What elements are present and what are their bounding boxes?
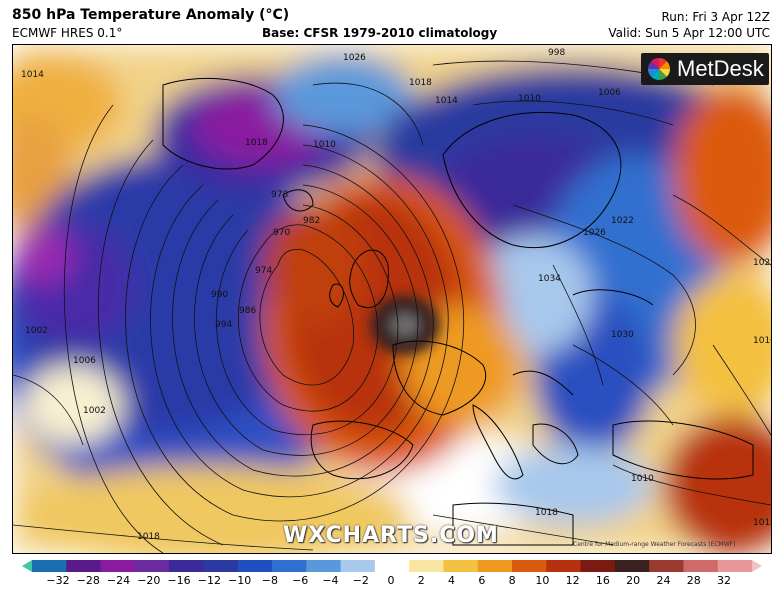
colorbar-segment — [237, 560, 273, 572]
colorbar-tick-label: −10 — [228, 574, 252, 587]
model-label: ECMWF HRES 0.1° — [12, 26, 123, 40]
isobar-labels: 1014 1026 1018 1010 1006 998 1014 1018 1… — [21, 48, 771, 542]
isobar-label: 1034 — [538, 274, 561, 284]
isobar-label: 1006 — [598, 88, 621, 98]
colorbar-segment — [512, 560, 547, 572]
colorbar-segment — [546, 560, 582, 572]
isobar-label: 1014 — [21, 70, 44, 80]
colorbar-tick-label: 2 — [417, 574, 425, 587]
map-canvas: 1014 1026 1018 1010 1006 998 1014 1018 1… — [13, 45, 771, 553]
isobar-label: 1018 — [137, 532, 160, 542]
isobar-label: 1018 — [753, 518, 771, 528]
colorbar-tick-label: 32 — [717, 574, 731, 587]
colorbar-tick-label: 4 — [448, 574, 456, 587]
colorbar-tick-label: −24 — [106, 574, 131, 587]
colorbar-tick-label: −16 — [167, 574, 191, 587]
temperature-anomaly-map[interactable]: 1014 1026 1018 1010 1006 998 1014 1018 1… — [12, 44, 772, 554]
colorbar-ticks: −32 −28 −24 −20 −16 −12 −10 −8 −6 −4 −2 0 2 4 6 8 10 12 16… — [0, 574, 784, 590]
colorbar-extend-low — [22, 560, 32, 572]
isobar-label: 982 — [303, 216, 320, 226]
isobar-label: 1018 — [535, 508, 558, 518]
isobar-label: 998 — [548, 48, 565, 58]
colorbar — [22, 560, 762, 572]
isobar-label: 1022 — [753, 258, 771, 268]
colorbar-segment — [477, 560, 513, 572]
isobar-label: 1022 — [611, 216, 634, 226]
isobar-label: 1030 — [611, 330, 634, 340]
data-credit: Centre for Medium-range Weather Forecast… — [573, 541, 736, 548]
metdesk-pinwheel-icon — [647, 57, 671, 81]
colorbar-segment — [272, 560, 307, 572]
isobar-label: 1006 — [73, 356, 96, 366]
colorbar-tick-label: 8 — [508, 574, 516, 587]
isobar-label: 994 — [215, 320, 232, 330]
metdesk-logo-text: MetDesk — [677, 56, 764, 81]
map-title: 850 hPa Temperature Anomaly (°C) — [12, 7, 290, 23]
colorbar-segment — [649, 560, 684, 572]
run-time-label: Run: Fri 3 Apr 12Z — [661, 10, 771, 24]
isobars — [13, 60, 771, 553]
anomaly-core — [370, 295, 440, 355]
isobar-label: 990 — [211, 290, 228, 300]
colorbar-segment — [614, 560, 650, 572]
colorbar-segment — [306, 560, 342, 572]
colorbar-tick-label: −2 — [352, 574, 369, 587]
isobar-label: 1014 — [435, 96, 458, 106]
colorbar-segment — [683, 560, 719, 572]
isobar-label: 1026 — [583, 228, 606, 238]
colorbar-tick-label: 20 — [626, 574, 641, 587]
isobar-label: 1026 — [343, 53, 366, 63]
colorbar-tick-label: 6 — [478, 574, 486, 587]
isobar-label: 1002 — [25, 326, 48, 336]
colorbar-segment — [374, 560, 410, 572]
colorbar-segment — [203, 560, 239, 572]
isobar-label: 1010 — [313, 140, 336, 150]
valid-time-label: Valid: Sun 5 Apr 12:00 UTC — [608, 26, 770, 40]
colorbar-tick-label: −8 — [261, 574, 279, 587]
watermark: WXCHARTS.COM — [283, 523, 499, 548]
colorbar-segment — [409, 560, 444, 572]
colorbar-segment — [66, 560, 102, 572]
isobar-label: 1010 — [518, 94, 541, 104]
colorbar-tick-label: −12 — [197, 574, 221, 587]
colorbar-segment — [134, 560, 170, 572]
colorbar-tick-label: −20 — [137, 574, 161, 587]
colorbar-tick-label: −4 — [322, 574, 339, 587]
colorbar-segment — [717, 560, 753, 572]
metdesk-logo: MetDesk — [641, 53, 769, 85]
isobar-label: 1010 — [753, 336, 771, 346]
colorbar-tick-label: 28 — [686, 574, 701, 587]
isobar-label: 1018 — [245, 138, 268, 148]
climatology-label: Base: CFSR 1979-2010 climatology — [262, 26, 498, 40]
colorbar-segment — [580, 560, 616, 572]
colorbar-tick-label: −6 — [292, 574, 309, 587]
colorbar-segment — [32, 560, 67, 572]
colorbar-segment — [443, 560, 479, 572]
colorbar-tick-label: 10 — [535, 574, 550, 587]
colorbar-tick-label: −28 — [76, 574, 100, 587]
isobar-label: 970 — [273, 228, 290, 238]
colorbar-extend-high — [752, 560, 762, 572]
isobar-label: 978 — [271, 190, 288, 200]
isobar-label: 1018 — [409, 78, 432, 88]
colorbar-segment — [340, 560, 376, 572]
colorbar-tick-label: −32 — [46, 574, 70, 587]
colorbar-segment — [169, 560, 204, 572]
colorbar-tick-label: 0 — [387, 574, 395, 587]
colorbar-tick-label: 12 — [565, 574, 580, 587]
colorbar-tick-label: 16 — [595, 574, 610, 587]
colorbar-segment — [100, 560, 136, 572]
isobar-label: 1002 — [83, 406, 106, 416]
isobar-label: 1010 — [631, 474, 654, 484]
anomaly-field — [13, 45, 771, 553]
isobar-label: 974 — [255, 266, 272, 276]
isobar-label: 986 — [239, 306, 256, 316]
colorbar-tick-label: 24 — [656, 574, 671, 587]
